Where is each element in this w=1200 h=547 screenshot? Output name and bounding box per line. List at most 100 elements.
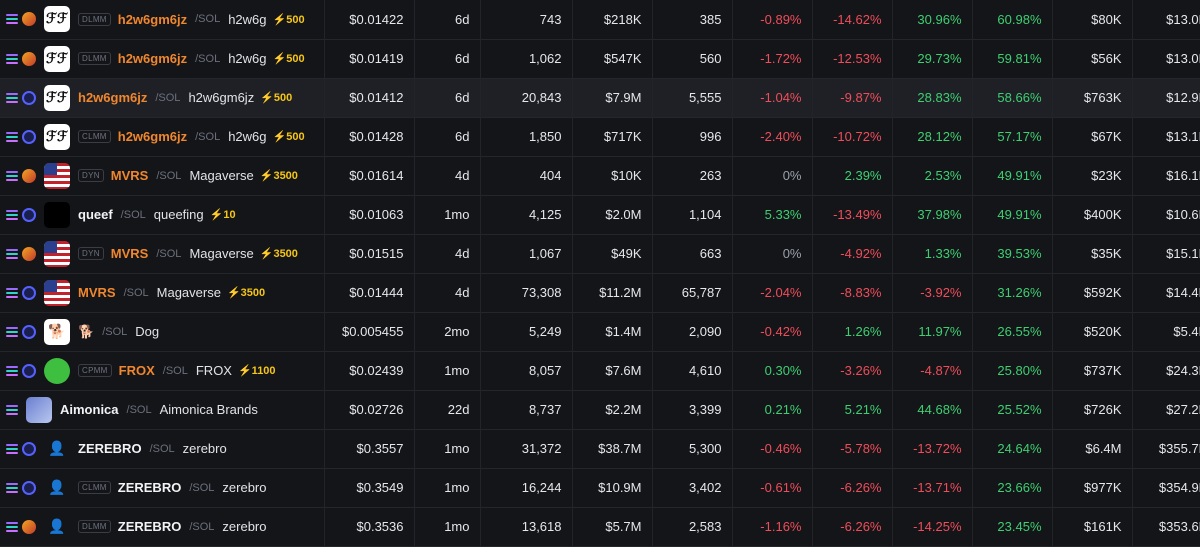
liquidity-cell: $67K [1052,117,1133,156]
token-cell[interactable]: MVRS /SOL Magaverse ⚡3500 [0,273,325,312]
change-6h-cell: -13.72% [892,429,973,468]
pool-type-badge: DLMM [78,520,111,533]
token-cell[interactable]: queef /SOL queefing ⚡10 [0,195,325,234]
pair-row[interactable]: queef /SOL queefing ⚡10 $0.01063 1mo 4,1… [0,195,1200,234]
change-24h-cell: 31.26% [972,273,1053,312]
volume-cell: $547K [572,39,653,78]
boost-badge: ⚡500 [272,53,305,65]
token-avatar: 👤 [48,479,66,495]
liquidity-cell: $23K [1052,156,1133,195]
pair-row[interactable]: MVRS /SOL Magaverse ⚡3500 $0.01444 4d 73… [0,273,1200,312]
token-avatar [26,396,52,423]
orca-dex-icon [22,246,36,261]
mcap-cell: $27.2M [1132,390,1200,429]
txns-cell: 8,057 [480,351,573,390]
pair-row[interactable]: DYN MVRS /SOL Magaverse ⚡3500 $0.01614 4… [0,156,1200,195]
token-cell[interactable]: ℱℱ DLMM h2w6gm6jz /SOL h2w6g ⚡500 [0,39,325,78]
token-cell[interactable]: ℱℱ h2w6gm6jz /SOL h2w6gm6jz ⚡500 [0,78,325,117]
raydium-dex-icon [22,129,36,144]
price-cell: $0.3549 [324,468,415,507]
volume-cell: $7.9M [572,78,653,117]
change-1h-cell: -5.78% [812,429,893,468]
change-6h-cell: 28.83% [892,78,973,117]
mcap-cell: $5.4M [1132,312,1200,351]
change-5m-cell: -0.89% [732,0,813,39]
token-cell[interactable]: 👤 DLMM ZEREBRO /SOL zerebro [0,507,325,546]
price-cell: $0.005455 [324,312,415,351]
quote-token: /SOL [102,325,128,338]
txns-cell: 743 [480,0,573,39]
solana-chain-icon [6,92,18,103]
age-cell: 1mo [414,507,481,546]
solana-chain-icon [6,482,18,493]
price-cell: $0.01515 [324,234,415,273]
pair-row[interactable]: ℱℱ DLMM h2w6gm6jz /SOL h2w6g ⚡500 $0.014… [0,39,1200,78]
mcap-cell: $13.0M [1132,39,1200,78]
token-avatar: ℱℱ [44,45,70,72]
token-name: Magaverse [189,246,254,261]
mcap-cell: $24.3M [1132,351,1200,390]
boost-badge: ⚡3500 [226,287,266,299]
token-cell[interactable]: Aimonica /SOL Aimonica Brands [0,390,325,429]
pair-row[interactable]: DYN MVRS /SOL Magaverse ⚡3500 $0.01515 4… [0,234,1200,273]
pair-row[interactable]: ℱℱ h2w6gm6jz /SOL h2w6gm6jz ⚡500 $0.0141… [0,78,1200,117]
pool-type-badge: DLMM [78,52,111,65]
makers-cell: 3,402 [652,468,733,507]
token-name: Dog [135,324,160,339]
token-cell[interactable]: ℱℱ DLMM h2w6gm6jz /SOL h2w6g ⚡500 [0,0,325,39]
token-cell[interactable]: 👤 ZEREBRO /SOL zerebro [0,429,325,468]
token-name: zerebro [222,480,267,495]
change-1h-cell: -14.62% [812,0,893,39]
change-1h-cell: -3.26% [812,351,893,390]
price-cell: $0.01063 [324,195,415,234]
solana-chain-icon [6,404,18,415]
token-cell[interactable]: DYN MVRS /SOL Magaverse ⚡3500 [0,234,325,273]
change-5m-cell: -1.04% [732,78,813,117]
liquidity-cell: $520K [1052,312,1133,351]
price-cell: $0.3536 [324,507,415,546]
token-cell[interactable]: CPMM FROX /SOL FROX ⚡1100 [0,351,325,390]
price-cell: $0.02726 [324,390,415,429]
change-5m-cell: 0% [732,234,813,273]
volume-cell: $5.7M [572,507,653,546]
token-symbol: ZEREBRO [78,441,142,456]
token-cell[interactable]: DYN MVRS /SOL Magaverse ⚡3500 [0,156,325,195]
change-1h-cell: 5.21% [812,390,893,429]
pair-row[interactable]: ℱℱ DLMM h2w6gm6jz /SOL h2w6g ⚡500 $0.014… [0,0,1200,39]
change-1h-cell: -6.26% [812,507,893,546]
token-name: queefing [153,207,204,222]
price-cell: $0.01444 [324,273,415,312]
pair-row[interactable]: 👤 CLMM ZEREBRO /SOL zerebro $0.3549 1mo … [0,468,1200,507]
price-cell: $0.01419 [324,39,415,78]
pair-row[interactable]: Aimonica /SOL Aimonica Brands $0.02726 2… [0,390,1200,429]
txns-cell: 1,062 [480,39,573,78]
pool-type-badge: CLMM [78,481,111,494]
token-cell[interactable]: 👤 CLMM ZEREBRO /SOL zerebro [0,468,325,507]
pool-type-badge: DLMM [78,12,111,26]
pair-row[interactable]: 👤 DLMM ZEREBRO /SOL zerebro $0.3536 1mo … [0,507,1200,546]
solana-chain-icon [6,287,18,298]
pair-row[interactable]: 🐕 🐕 /SOL Dog $0.005455 2mo 5,249 $1.4M 2… [0,312,1200,351]
pair-row[interactable]: ℱℱ CLMM h2w6gm6jz /SOL h2w6g ⚡500 $0.014… [0,117,1200,156]
boost-badge: ⚡3500 [259,248,298,260]
mcap-cell: $13.0M [1132,0,1200,39]
txns-cell: 4,125 [480,195,573,234]
volume-cell: $11.2M [572,273,653,312]
token-symbol: ZEREBRO [117,519,182,534]
token-cell[interactable]: 🐕 🐕 /SOL Dog [0,312,325,351]
change-24h-cell: 59.81% [972,39,1053,78]
pair-row[interactable]: CPMM FROX /SOL FROX ⚡1100 $0.02439 1mo 8… [0,351,1200,390]
age-cell: 2mo [414,312,481,351]
change-5m-cell: -1.16% [732,507,813,546]
boost-badge: ⚡3500 [259,170,298,182]
makers-cell: 65,787 [652,273,733,312]
pair-row[interactable]: 👤 ZEREBRO /SOL zerebro $0.3557 1mo 31,37… [0,429,1200,468]
change-1h-cell: -10.72% [812,117,893,156]
liquidity-cell: $35K [1052,234,1133,273]
solana-chain-icon [6,248,18,259]
token-symbol: h2w6gm6jz [117,51,188,66]
change-6h-cell: 28.12% [892,117,973,156]
change-24h-cell: 25.52% [972,390,1053,429]
token-cell[interactable]: ℱℱ CLMM h2w6gm6jz /SOL h2w6g ⚡500 [0,117,325,156]
